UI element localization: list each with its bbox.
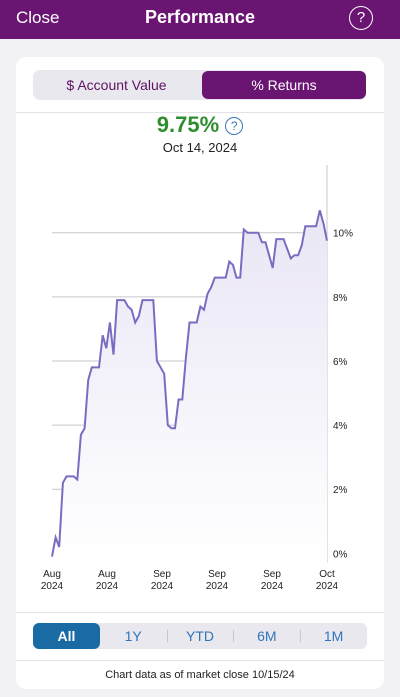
x-tick-label: Aug 2024 — [96, 569, 119, 592]
range-1m[interactable]: 1M — [323, 628, 344, 644]
y-tick-label: 6% — [333, 357, 348, 368]
x-tick-label: Sep 2024 — [261, 569, 284, 592]
divider — [16, 112, 384, 113]
returns-chart: 0% 2% 4% 6% 8% 10% Aug 2024 Aug 2024 Sep 2024 Sep 20… — [41, 165, 353, 592]
divider — [16, 660, 384, 661]
y-tick-label: 10% — [333, 229, 353, 240]
returns-line — [51, 210, 328, 557]
y-tick-label: 8% — [333, 293, 348, 304]
chart-data-note: Chart data as of market close 10/15/24 — [105, 669, 295, 681]
performance-card: $ Account Value % Returns 9.75%? Oct 14,… — [16, 57, 384, 689]
range-all[interactable]: All — [33, 623, 100, 649]
view-toggle: $ Account Value % Returns — [33, 70, 366, 100]
returns-tab[interactable]: % Returns — [202, 71, 366, 99]
page-title: Performance — [144, 7, 256, 27]
account-value-tab[interactable]: $ Account Value — [66, 77, 167, 93]
y-tick-label: 0% — [333, 549, 348, 560]
x-tick-label: Oct 2024 — [316, 569, 339, 592]
y-tick-label: 4% — [333, 421, 348, 432]
info-icon[interactable]: ? — [225, 117, 244, 136]
y-tick-label: 2% — [333, 485, 348, 496]
x-tick-label: Aug 2024 — [41, 569, 64, 592]
return-date: Oct 14, 2024 — [162, 140, 238, 155]
close-button[interactable]: Close — [16, 8, 60, 27]
returns-area — [52, 210, 327, 564]
return-value: 9.75%? — [16, 112, 384, 138]
top-bar: Close Performance ? — [0, 0, 400, 39]
range-1y[interactable]: 1Y — [124, 628, 142, 644]
time-range-selector: All 1Y YTD 6M 1M — [33, 623, 367, 649]
range-separator — [300, 630, 302, 642]
range-separator — [166, 630, 168, 642]
return-value-text: 9.75% — [156, 112, 220, 137]
range-separator — [233, 630, 235, 642]
range-ytd[interactable]: YTD — [185, 628, 214, 644]
range-6m[interactable]: 6M — [257, 628, 277, 644]
divider — [16, 612, 384, 613]
x-tick-label: Sep 2024 — [151, 569, 174, 592]
help-icon[interactable]: ? — [349, 6, 373, 30]
x-tick-label: Sep 2024 — [206, 569, 229, 592]
